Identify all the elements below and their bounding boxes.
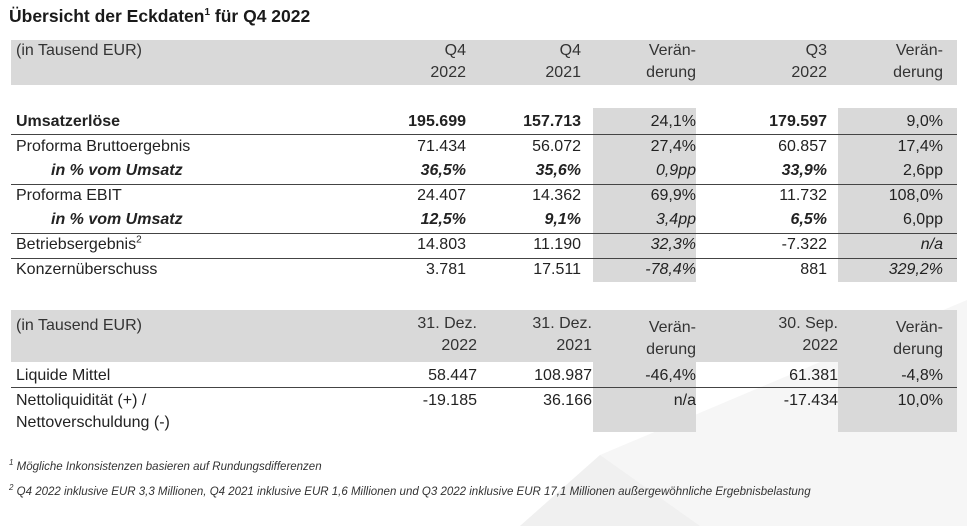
table2-header: (in Tausend EUR) 31. Dez. 2022 31. Dez. … bbox=[11, 310, 957, 362]
table1-divider bbox=[11, 233, 957, 234]
table2-header-sep-2022-line1: 30. Sep. bbox=[778, 315, 838, 332]
value-q4-2022: 24.407 bbox=[417, 187, 466, 204]
value-dec-2022: -19.185 bbox=[422, 392, 477, 409]
table1-header: (in Tausend EUR) Q4 2022 Q4 2021 Verän- … bbox=[11, 40, 957, 85]
table1-change2-column-shade bbox=[838, 108, 957, 282]
page-title: Übersicht der Eckdaten1 für Q4 2022 bbox=[9, 6, 311, 26]
value-change1: -46,4% bbox=[645, 367, 696, 384]
value-q4-2021: 56.072 bbox=[532, 138, 581, 155]
value-q4-2022: 14.803 bbox=[417, 236, 466, 253]
table1-header-q4-2021-line2: 2021 bbox=[545, 64, 581, 81]
value-change1: -78,4% bbox=[645, 261, 696, 278]
table1-divider bbox=[11, 258, 957, 259]
table2-header-dec-2021-line2: 2021 bbox=[556, 337, 592, 354]
table2-header-dec-2022-line1: 31. Dez. bbox=[417, 315, 477, 332]
table1-header-q4-2021-line1: Q4 bbox=[559, 42, 581, 59]
footnote-2: 2 Q4 2022 inklusive EUR 3,3 Millionen, Q… bbox=[9, 483, 811, 498]
table2-header-dec-2022-line2: 2022 bbox=[441, 337, 477, 354]
table2-divider bbox=[11, 387, 957, 388]
table1-header-q3-2022-line2: 2022 bbox=[791, 64, 827, 81]
row-label: Umsatzerlöse bbox=[16, 113, 121, 130]
value-dec-2021: 36.166 bbox=[543, 392, 592, 409]
table1-header-q3-2022-line1: Q3 bbox=[805, 42, 827, 59]
table2-header-sep-2022-line2: 2022 bbox=[802, 337, 838, 354]
value-q3-2022: 179.597 bbox=[769, 113, 827, 130]
footnote-1: 1 Mögliche Inkonsistenzen basieren auf R… bbox=[9, 458, 322, 473]
value-q4-2022: 3.781 bbox=[425, 261, 466, 278]
value-q3-2022: 11.732 bbox=[779, 187, 827, 204]
value-dec-2022: 58.447 bbox=[428, 367, 477, 384]
value-change2: 17,4% bbox=[897, 138, 943, 155]
value-q4-2021: 157.713 bbox=[523, 113, 581, 130]
value-q4-2022: 71.434 bbox=[417, 138, 466, 155]
table1-divider bbox=[11, 134, 957, 135]
value-change1: 3,4pp bbox=[655, 211, 696, 228]
value-q3-2022: 6,5% bbox=[790, 211, 827, 228]
value-q4-2022: 12,5% bbox=[420, 211, 466, 228]
value-q3-2022: 33,9% bbox=[781, 162, 827, 179]
table1-header-change2-line2: derung bbox=[893, 64, 943, 81]
value-change2: -4,8% bbox=[901, 367, 943, 384]
table2-header-change1-line1: Verän- bbox=[648, 319, 696, 336]
value-q3-2022: 60.857 bbox=[778, 138, 827, 155]
value-change1: n/a bbox=[673, 392, 696, 409]
value-q4-2021: 17.511 bbox=[533, 261, 581, 278]
row-label-continued: Nettoverschuldung (-) bbox=[16, 414, 170, 431]
row-label: Proforma Bruttoergebnis bbox=[16, 138, 191, 155]
value-change1: 0,9pp bbox=[655, 162, 696, 179]
table2-header-change2-line1: Verän- bbox=[895, 319, 943, 336]
value-q4-2021: 11.190 bbox=[533, 236, 581, 253]
table1-divider bbox=[11, 184, 957, 185]
table2-change2-column-shade bbox=[838, 362, 957, 432]
value-q4-2022: 36,5% bbox=[420, 162, 466, 179]
value-change1: 32,3% bbox=[650, 236, 696, 253]
value-q4-2021: 9,1% bbox=[544, 211, 581, 228]
value-change2: 6,0pp bbox=[902, 211, 943, 228]
row-label: Liquide Mittel bbox=[16, 367, 111, 384]
table1-header-change1-line2: derung bbox=[646, 64, 696, 81]
value-change1: 69,9% bbox=[650, 187, 696, 204]
row-label: in % vom Umsatz bbox=[51, 162, 183, 179]
table1-header-q4-2022-line1: Q4 bbox=[444, 42, 466, 59]
table1-header-q4-2022-line2: 2022 bbox=[430, 64, 466, 81]
value-q4-2021: 35,6% bbox=[535, 162, 581, 179]
row-label: Betriebsergebnis2 bbox=[16, 234, 142, 253]
table1-header-change2-line1: Verän- bbox=[895, 42, 943, 59]
table1-header-unit: (in Tausend EUR) bbox=[16, 42, 142, 59]
table2-header-dec-2021-line1: 31. Dez. bbox=[532, 315, 592, 332]
value-q3-2022: -7.322 bbox=[781, 236, 827, 253]
value-dec-2021: 108.987 bbox=[534, 367, 592, 384]
value-change2: 2,6pp bbox=[902, 162, 943, 179]
value-change1: 24,1% bbox=[650, 113, 696, 130]
value-sep-2022: 61.381 bbox=[789, 367, 838, 384]
value-q4-2022: 195.699 bbox=[408, 113, 466, 130]
table2-header-change1-line2: derung bbox=[646, 341, 696, 358]
value-change2: n/a bbox=[920, 236, 943, 253]
table2-header-change2-line2: derung bbox=[893, 341, 943, 358]
value-sep-2022: -17.434 bbox=[783, 392, 838, 409]
value-change1: 27,4% bbox=[650, 138, 696, 155]
value-change2: 108,0% bbox=[888, 187, 943, 204]
table1-header-change1-line1: Verän- bbox=[648, 42, 696, 59]
table2-change1-column-shade bbox=[593, 362, 696, 432]
value-change2: 329,2% bbox=[888, 261, 943, 278]
row-label: Nettoliquidität (+) / bbox=[16, 392, 147, 409]
value-change2: 10,0% bbox=[897, 392, 943, 409]
row-label: Konzernüberschuss bbox=[16, 261, 158, 278]
table1-change1-column-shade bbox=[593, 108, 696, 282]
value-change2: 9,0% bbox=[906, 113, 943, 130]
row-label: Proforma EBIT bbox=[16, 187, 122, 204]
value-q4-2021: 14.362 bbox=[532, 187, 581, 204]
value-q3-2022: 881 bbox=[800, 261, 827, 278]
table2-header-unit: (in Tausend EUR) bbox=[16, 317, 142, 334]
row-label: in % vom Umsatz bbox=[51, 211, 183, 228]
